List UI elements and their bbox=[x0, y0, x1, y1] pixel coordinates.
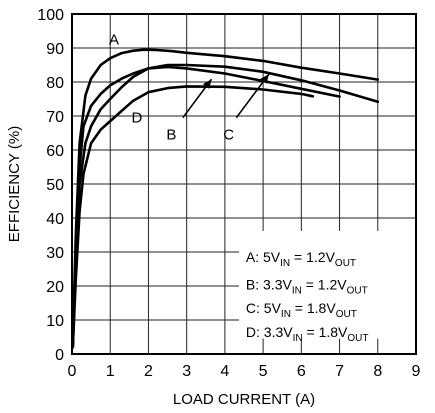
y-tick-label: 50 bbox=[46, 177, 64, 194]
x-tick-label: 9 bbox=[412, 363, 421, 380]
x-tick-label: 1 bbox=[106, 363, 115, 380]
x-tick-label: 2 bbox=[144, 363, 153, 380]
x-tick-label: 3 bbox=[182, 363, 191, 380]
series-line-a bbox=[71, 48, 380, 346]
curve-tag-arrowhead-c bbox=[260, 74, 269, 84]
curve-tag-c: C bbox=[223, 127, 234, 144]
curve-tag-arrowhead-b bbox=[202, 79, 212, 89]
legend: A: 5VIN = 1.2VOUT B: 3.3VIN = 1.2VOUT C: 5… bbox=[246, 249, 369, 344]
y-tick-label: 100 bbox=[37, 7, 64, 24]
y-tick-label: 0 bbox=[55, 347, 64, 364]
legend-entry: B: 3.3VIN = 1.2VOUT bbox=[246, 276, 368, 296]
series-lines bbox=[71, 48, 380, 349]
legend-entry: A: 5VIN = 1.2VOUT bbox=[246, 249, 356, 269]
legend-entry: C: 5VIN = 1.8VOUT bbox=[246, 300, 357, 320]
y-tick-label: 20 bbox=[46, 279, 64, 296]
x-axis-ticks: 0 1 2 3 4 5 6 7 8 9 bbox=[68, 363, 421, 380]
y-tick-label: 60 bbox=[46, 143, 64, 160]
grid bbox=[72, 14, 416, 354]
y-axis-title: EFFICIENCY (%) bbox=[6, 126, 23, 242]
x-tick-label: 6 bbox=[297, 363, 306, 380]
curve-tag-arrow-c bbox=[235, 73, 270, 119]
x-axis-title: LOAD CURRENT (A) bbox=[173, 391, 315, 408]
x-tick-label: 8 bbox=[373, 363, 382, 380]
curve-tags: A B C D bbox=[109, 32, 270, 144]
x-tick-label: 0 bbox=[68, 363, 77, 380]
y-tick-label: 90 bbox=[46, 41, 64, 58]
legend-box bbox=[239, 230, 415, 339]
y-tick-label: 40 bbox=[46, 211, 64, 228]
plot-frame bbox=[71, 13, 417, 355]
x-tick-label: 5 bbox=[259, 363, 268, 380]
curve-tag-b: B bbox=[166, 127, 176, 144]
series-line-c bbox=[71, 63, 380, 349]
y-tick-label: 30 bbox=[46, 245, 64, 262]
series-line-d bbox=[71, 85, 315, 349]
y-tick-label: 10 bbox=[46, 313, 64, 330]
x-tick-label: 7 bbox=[335, 363, 344, 380]
curve-tag-a: A bbox=[109, 32, 119, 49]
y-tick-label: 80 bbox=[46, 75, 64, 92]
series-line-b bbox=[71, 65, 341, 349]
x-tick-label: 4 bbox=[220, 363, 229, 380]
y-tick-label: 70 bbox=[46, 109, 64, 126]
legend-entry: D: 3.3VIN = 1.8VOUT bbox=[246, 324, 369, 344]
y-axis-ticks: 0 10 20 30 40 50 60 70 80 90 100 bbox=[37, 7, 64, 364]
curve-tag-d: D bbox=[132, 110, 143, 127]
